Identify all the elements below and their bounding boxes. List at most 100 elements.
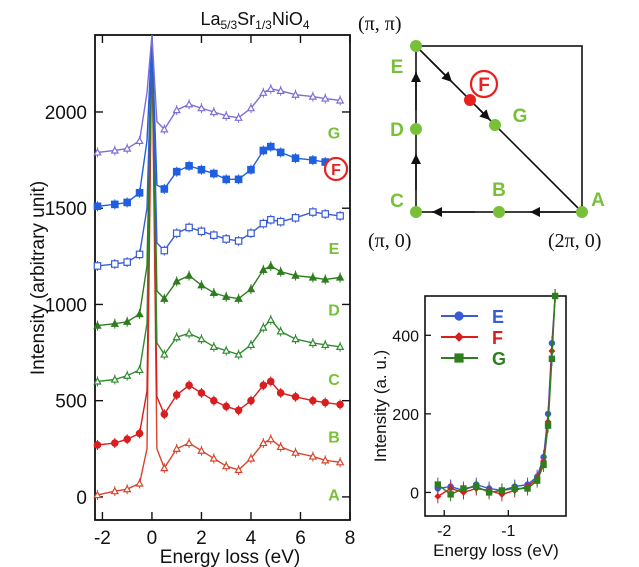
y-tick-label: 500 xyxy=(55,392,87,413)
inset-data-point-G xyxy=(551,292,559,300)
corner-label-bottom-left: (π, 0) xyxy=(368,230,411,252)
data-point-A xyxy=(93,490,102,499)
data-point-D xyxy=(335,273,345,281)
path-point-F xyxy=(464,94,476,106)
data-point-B xyxy=(185,381,193,390)
inset-plot-frame xyxy=(424,295,567,517)
momentum-path-diagram: A B C D E F G (π, π) (π, 0) (2π, 0) xyxy=(358,13,605,252)
data-point-E xyxy=(276,217,285,226)
series-line-E xyxy=(97,34,341,267)
series-label: F xyxy=(331,162,341,179)
data-point-B xyxy=(197,389,206,397)
x-ticks: -2 0 2 4 6 8 xyxy=(94,35,355,549)
data-point-F xyxy=(197,165,206,174)
data-point-F xyxy=(210,169,218,178)
x-tick-label: 4 xyxy=(246,528,257,549)
chart-title: La5/3Sr1/3NiO4 xyxy=(200,9,309,32)
legend-marker-G xyxy=(454,353,464,363)
series-line-C xyxy=(97,34,341,383)
legend-label: G xyxy=(492,349,506,369)
data-point-A xyxy=(276,442,285,451)
data-point-G xyxy=(246,103,256,112)
data-point-G xyxy=(266,84,275,93)
data-point-A xyxy=(266,434,275,443)
data-point-B xyxy=(309,396,317,405)
x-tick-label: 8 xyxy=(345,528,356,549)
data-point-A xyxy=(246,453,256,462)
data-point-F xyxy=(259,146,268,155)
data-point-C xyxy=(93,376,102,385)
data-point-F xyxy=(291,154,300,162)
data-point-G xyxy=(291,90,300,98)
data-point-G xyxy=(209,107,219,116)
data-point-B xyxy=(266,377,275,386)
path-points: A B C D E F G xyxy=(390,40,605,218)
path-arrow-head xyxy=(411,154,421,164)
series-label: B xyxy=(328,430,340,447)
series-label: E xyxy=(329,241,340,258)
corner-label-top-left: (π, π) xyxy=(358,13,402,35)
data-point-D xyxy=(259,265,268,273)
data-point-E xyxy=(210,231,218,239)
title-text: Sr xyxy=(237,9,255,29)
data-point-G xyxy=(308,92,318,100)
data-point-C xyxy=(246,340,256,349)
data-point-E xyxy=(247,229,255,238)
inset-data-point-G xyxy=(498,487,506,494)
point-label: B xyxy=(492,180,506,201)
data-point-D xyxy=(221,292,231,300)
y-ticks: 0 500 1000 1500 2000 xyxy=(45,103,350,509)
data-point-C xyxy=(276,326,285,335)
inset-x-tick-label: -1 xyxy=(501,523,515,540)
data-point-C xyxy=(321,340,330,349)
data-point-E xyxy=(123,258,131,266)
data-point-B xyxy=(234,406,243,415)
x-tick-label: 0 xyxy=(147,528,158,549)
path-point-A xyxy=(576,206,588,218)
title-subscript: 4 xyxy=(303,18,310,32)
inset-data-point-G xyxy=(434,481,442,488)
data-point-C xyxy=(184,328,194,337)
data-point-A xyxy=(291,448,300,456)
data-point-F xyxy=(172,167,181,176)
y-tick-label: 2000 xyxy=(45,103,87,124)
data-point-G xyxy=(172,105,181,114)
inset-data-point-G xyxy=(460,485,467,492)
data-point-E xyxy=(266,215,275,224)
data-point-G xyxy=(221,111,231,119)
data-point-G xyxy=(135,136,144,145)
y-tick-label: 1000 xyxy=(45,295,87,316)
data-point-F xyxy=(185,162,193,170)
data-point-A xyxy=(259,438,268,447)
series-line-F xyxy=(97,34,341,207)
x-axis-label: Energy loss (eV) xyxy=(160,547,300,567)
data-point-C xyxy=(335,342,345,350)
y-axis-label: Intensity (arbitrary unit) xyxy=(28,181,49,375)
legend-marker-F xyxy=(454,332,464,342)
data-point-A xyxy=(197,446,206,454)
x-tick-label: 2 xyxy=(196,528,207,549)
data-point-F xyxy=(222,175,231,184)
data-point-A xyxy=(221,461,231,470)
data-point-A xyxy=(308,452,318,460)
data-point-B xyxy=(259,381,268,390)
series-label-circle xyxy=(323,156,349,182)
inset-x-tick-label: -2 xyxy=(437,523,451,540)
path-point-G xyxy=(489,119,501,131)
data-point-E xyxy=(93,262,102,270)
data-point-G xyxy=(259,88,268,96)
data-point-B xyxy=(172,391,181,399)
data-point-C xyxy=(209,342,219,350)
inset-series-group xyxy=(434,289,559,504)
data-point-C xyxy=(110,375,120,383)
title-text: NiO xyxy=(272,9,303,29)
inset-data-point-G xyxy=(447,491,454,498)
data-point-G xyxy=(335,96,345,104)
data-point-E xyxy=(197,227,206,236)
data-point-D xyxy=(122,317,132,325)
data-point-A xyxy=(135,478,144,487)
data-point-C xyxy=(266,315,275,324)
data-point-E xyxy=(185,223,193,232)
series-label: D xyxy=(328,303,340,320)
series-line-G xyxy=(97,34,341,154)
